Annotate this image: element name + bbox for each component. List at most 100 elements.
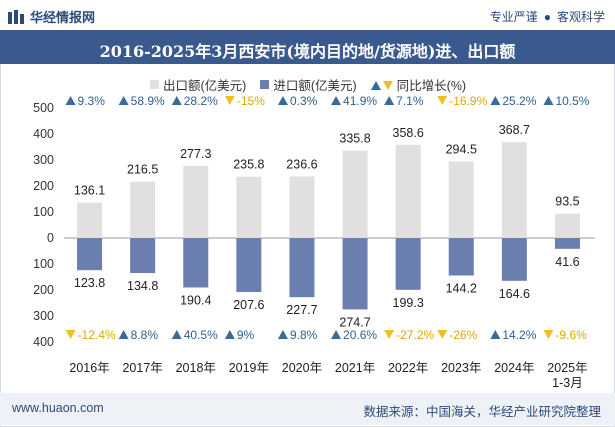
legend-label-export: 出口额(亿美元) bbox=[163, 79, 247, 93]
import-growth-label: 8.8% bbox=[131, 328, 159, 342]
export-value-label: 368.7 bbox=[499, 123, 530, 137]
legend-label-growth: 同比增长(%) bbox=[396, 79, 467, 93]
growth-up-icon bbox=[118, 330, 129, 339]
brand: 华经情报网 bbox=[8, 7, 95, 26]
export-bar bbox=[130, 181, 156, 238]
legend-item-export: 出口额(亿美元) bbox=[150, 75, 246, 94]
import-growth-label: 9.8% bbox=[290, 328, 318, 342]
y-tick-label: 200 bbox=[33, 179, 54, 193]
growth-down-icon bbox=[437, 330, 448, 339]
export-growth-label: 28.2% bbox=[184, 94, 218, 108]
export-value-label: 235.8 bbox=[233, 158, 264, 172]
export-bar bbox=[77, 202, 103, 238]
footer-url: www.huaon.com bbox=[12, 401, 104, 415]
export-value-label: 93.5 bbox=[555, 195, 579, 209]
import-value-label: 134.8 bbox=[127, 279, 158, 293]
footer-bar bbox=[0, 393, 615, 425]
export-growth-label: 10.5% bbox=[555, 94, 589, 108]
y-tick-label: 500 bbox=[33, 101, 54, 115]
growth-up-icon bbox=[490, 96, 501, 105]
x-tick-label: 1-3月 bbox=[552, 376, 583, 390]
export-value-label: 236.6 bbox=[286, 157, 317, 171]
export-value-label: 277.3 bbox=[180, 147, 211, 161]
chart-title: 2016-2025年3月西安市(境内目的地/货源地)进、出口额 bbox=[99, 42, 516, 61]
export-bar bbox=[183, 165, 209, 238]
x-tick-label: 2021年 bbox=[335, 361, 375, 375]
y-tick-label: 400 bbox=[33, 127, 54, 141]
legend-item-growth: 同比增长(%) bbox=[370, 75, 467, 94]
tagline-separator: ● bbox=[543, 9, 551, 24]
growth-up-icon bbox=[331, 96, 342, 105]
footer-source: 数据来源：中国海关，华经产业研究院整理 bbox=[363, 405, 601, 419]
import-growth-label: -9.6% bbox=[555, 328, 587, 342]
export-growth-label: 0.3% bbox=[290, 94, 318, 108]
x-tick-label: 2016年 bbox=[69, 361, 109, 375]
import-bar bbox=[236, 238, 262, 292]
import-bar bbox=[448, 238, 474, 276]
x-tick-label: 2017年 bbox=[122, 361, 162, 375]
x-tick-label: 2024年 bbox=[494, 361, 534, 375]
growth-down-icon bbox=[543, 330, 554, 339]
import-bar bbox=[342, 238, 368, 310]
growth-up-icon bbox=[490, 330, 501, 339]
export-growth-label: 7.1% bbox=[396, 94, 424, 108]
import-bar bbox=[77, 238, 103, 271]
import-growth-label: 20.6% bbox=[343, 328, 377, 342]
import-value-label: 190.4 bbox=[180, 294, 211, 308]
import-bar bbox=[183, 238, 209, 288]
growth-down-icon bbox=[437, 96, 448, 105]
export-value-label: 294.5 bbox=[446, 142, 477, 156]
legend-swatch-export bbox=[150, 80, 159, 89]
y-tick-label: 400 bbox=[33, 335, 54, 349]
tagline-left: 专业严谨 bbox=[489, 10, 538, 24]
growth-up-icon bbox=[331, 330, 342, 339]
export-growth-label: 41.9% bbox=[343, 94, 377, 108]
export-growth-label: -15% bbox=[237, 94, 265, 108]
import-growth-label: 14.2% bbox=[502, 328, 536, 342]
growth-up-icon bbox=[277, 96, 288, 105]
growth-up-icon bbox=[65, 96, 76, 105]
x-tick-label: 2022年 bbox=[388, 361, 428, 375]
growth-up-icon bbox=[277, 330, 288, 339]
tagline-right: 客观科学 bbox=[556, 10, 605, 24]
import-growth-label: 9% bbox=[237, 328, 255, 342]
x-tick-label: 2025年 bbox=[547, 361, 587, 375]
y-tick-label: 300 bbox=[33, 309, 54, 323]
export-growth-label: 9.3% bbox=[78, 94, 106, 108]
legend-item-import: 进口额(亿美元) bbox=[260, 75, 357, 94]
import-growth-label: -27.2% bbox=[396, 328, 434, 342]
import-bar bbox=[501, 238, 527, 281]
import-growth-label: 40.5% bbox=[184, 328, 218, 342]
brand-name: 华经情报网 bbox=[30, 10, 96, 25]
import-value-label: 227.7 bbox=[286, 303, 317, 317]
chart-legend: 出口额(亿美元) 进口额(亿美元) 同比增长(%) bbox=[150, 75, 466, 94]
y-tick-label: 200 bbox=[33, 283, 54, 297]
y-tick-label: 0 bbox=[47, 231, 54, 245]
import-bar bbox=[130, 238, 156, 274]
export-value-label: 358.6 bbox=[393, 126, 424, 140]
growth-down-icon bbox=[224, 96, 235, 105]
export-growth-label: -16.9% bbox=[449, 94, 487, 108]
growth-down-icon bbox=[384, 330, 395, 339]
x-tick-label: 2020年 bbox=[282, 361, 322, 375]
import-value-label: 41.6 bbox=[555, 255, 579, 269]
x-tick-label: 2018年 bbox=[176, 361, 216, 375]
import-value-label: 164.6 bbox=[499, 287, 530, 301]
growth-up-icon bbox=[543, 96, 554, 105]
export-bar bbox=[501, 142, 527, 238]
import-value-label: 123.8 bbox=[74, 276, 105, 290]
growth-up-icon bbox=[224, 330, 235, 339]
y-tick-label: 100 bbox=[33, 205, 54, 219]
legend-label-import: 进口额(亿美元) bbox=[273, 79, 357, 93]
export-bar bbox=[395, 144, 421, 238]
export-bar bbox=[289, 176, 315, 238]
import-value-label: 144.2 bbox=[446, 281, 477, 295]
import-growth-label: -26% bbox=[449, 328, 477, 342]
x-tick-label: 2023年 bbox=[441, 361, 481, 375]
export-value-label: 216.5 bbox=[127, 163, 158, 177]
import-bar bbox=[395, 238, 421, 290]
title-bar bbox=[0, 30, 615, 64]
brand-logo-icon bbox=[8, 9, 24, 24]
growth-up-icon bbox=[171, 96, 182, 105]
growth-up-icon bbox=[384, 96, 395, 105]
